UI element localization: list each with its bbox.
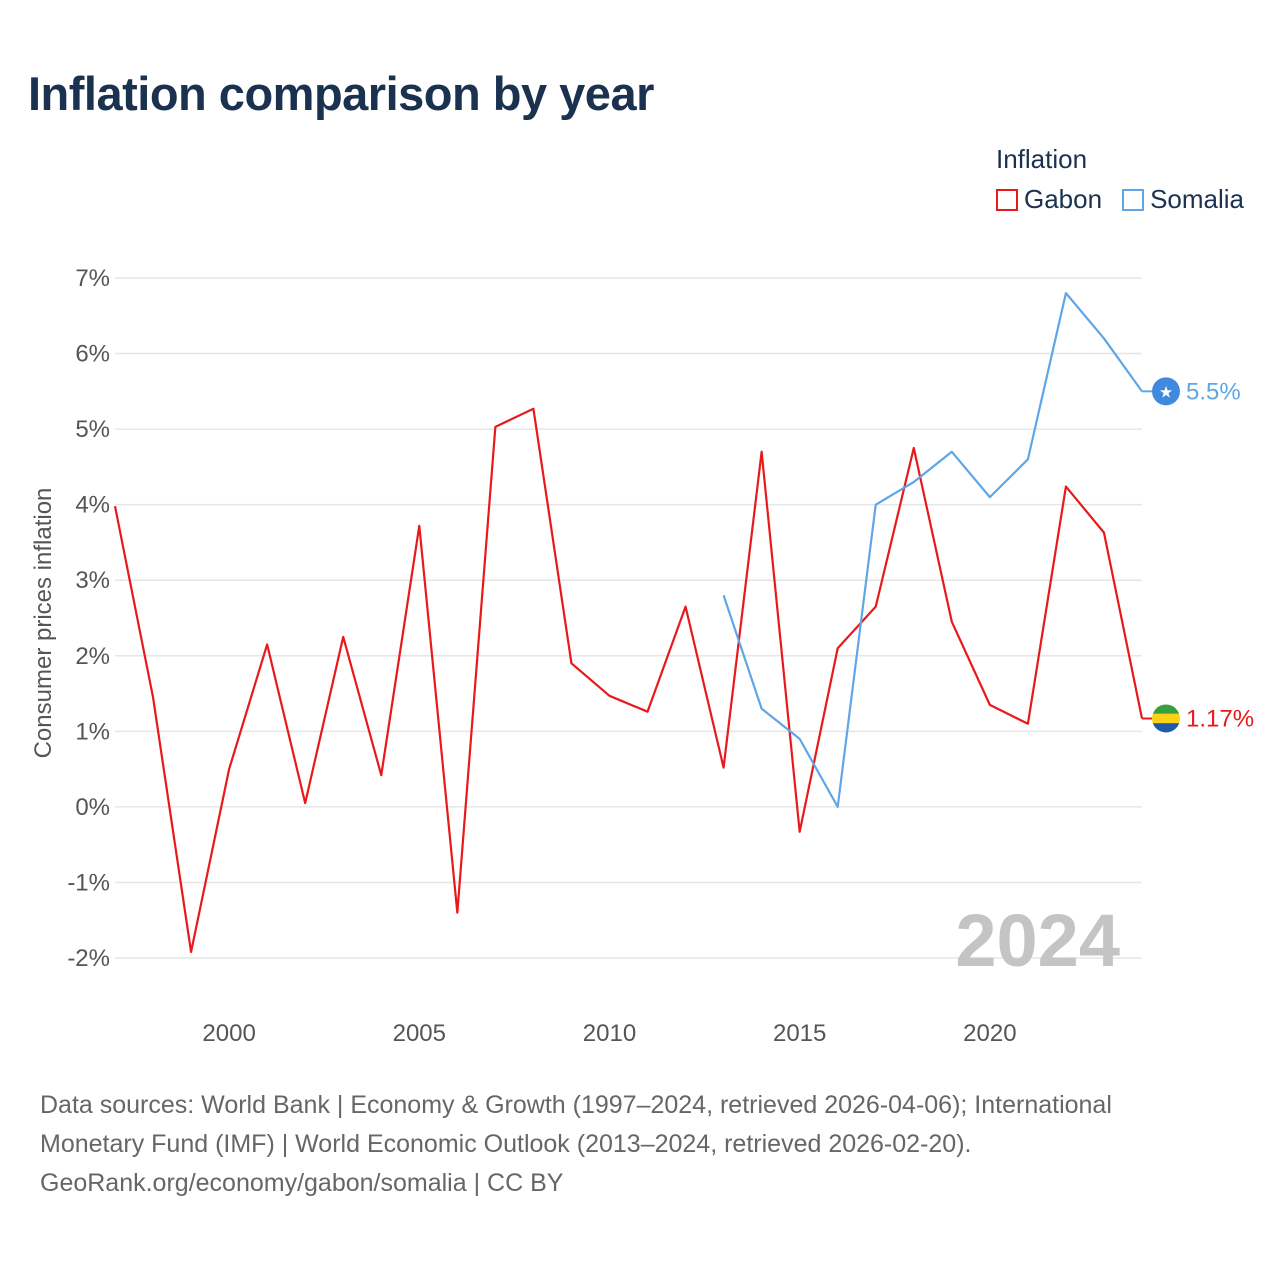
data-point-gabon[interactable] [378, 772, 384, 778]
data-point-gabon[interactable] [873, 604, 879, 610]
data-point-somalia[interactable] [759, 706, 765, 712]
chart-title: Inflation comparison by year [28, 67, 654, 120]
data-point-somalia[interactable] [797, 736, 803, 742]
legend-item-gabon[interactable]: Gabon [996, 184, 1102, 215]
y-tick-label: 5% [75, 416, 110, 443]
data-point-somalia[interactable] [1101, 335, 1107, 341]
legend-swatch-gabon [996, 188, 1018, 211]
y-tick-label: 1% [75, 718, 110, 745]
legend-label-gabon: Gabon [1024, 184, 1103, 214]
gabon-flag-icon [1152, 704, 1180, 733]
data-point-gabon[interactable] [835, 645, 841, 651]
data-point-gabon[interactable] [568, 660, 574, 666]
source-line-2: Monetary Fund (IMF) | World Economic Out… [40, 1130, 972, 1158]
data-point-gabon[interactable] [530, 406, 536, 412]
legend-item-somalia[interactable]: Somalia [1122, 184, 1244, 215]
data-point-somalia[interactable] [873, 502, 879, 508]
data-point-gabon[interactable] [188, 949, 194, 955]
data-point-somalia[interactable] [835, 804, 841, 810]
series-line-somalia[interactable] [722, 292, 1143, 808]
y-tick-label: 6% [75, 341, 110, 368]
data-point-gabon[interactable] [949, 619, 955, 625]
data-point-gabon[interactable] [226, 766, 232, 772]
source-line-1: Data sources: World Bank | Economy & Gro… [40, 1091, 1112, 1119]
data-point-gabon[interactable] [987, 702, 993, 708]
data-point-gabon[interactable] [302, 800, 308, 806]
data-point-gabon[interactable] [1025, 721, 1031, 727]
data-point-gabon[interactable] [683, 604, 689, 610]
data-point-gabon[interactable] [492, 424, 498, 430]
x-tick-label: 2010 [583, 1020, 636, 1047]
data-point-somalia[interactable] [987, 494, 993, 500]
data-point-gabon[interactable] [264, 641, 270, 647]
end-label-gabon: 1.17% [1186, 705, 1254, 732]
y-tick-label: 4% [75, 492, 110, 519]
data-point-gabon[interactable] [721, 765, 727, 771]
data-point-gabon[interactable] [797, 829, 803, 835]
data-point-gabon[interactable] [1101, 530, 1107, 536]
x-tick-label: 2000 [202, 1020, 255, 1047]
y-tick-label: -1% [67, 869, 110, 896]
legend-title: Inflation [996, 144, 1088, 174]
legend: Gabon Somalia [996, 184, 1264, 215]
source-line-3[interactable]: GeoRank.org/economy/gabon/somalia | CC B… [40, 1169, 564, 1197]
svg-text:★: ★ [1159, 382, 1173, 401]
x-tick-label: 2015 [773, 1020, 826, 1047]
x-tick-label: 2020 [963, 1020, 1016, 1047]
x-tick-label: 2005 [393, 1020, 446, 1047]
data-point-gabon[interactable] [340, 634, 346, 640]
y-tick-label: 0% [75, 794, 110, 821]
data-point-gabon[interactable] [416, 523, 422, 529]
y-tick-label: 2% [75, 643, 110, 670]
year-watermark: 2024 [955, 899, 1120, 982]
source-note: Data sources: World Bank | Economy & Gro… [40, 1086, 1240, 1203]
y-tick-label: -2% [67, 945, 110, 972]
data-point-gabon[interactable] [645, 709, 651, 715]
data-point-gabon[interactable] [150, 694, 156, 700]
data-point-somalia[interactable] [911, 479, 917, 485]
data-point-gabon[interactable] [112, 503, 118, 509]
y-tick-label: 7% [75, 265, 110, 292]
data-point-gabon[interactable] [911, 445, 917, 451]
somalia-flag-icon: ★ [1152, 377, 1180, 406]
legend-swatch-somalia [1122, 188, 1145, 211]
data-point-gabon[interactable] [1063, 484, 1069, 490]
data-point-gabon[interactable] [759, 449, 765, 455]
data-point-somalia[interactable] [1063, 290, 1069, 296]
data-point-gabon[interactable] [606, 693, 612, 699]
data-point-somalia[interactable] [721, 592, 727, 598]
data-point-gabon[interactable] [454, 910, 460, 916]
legend-label-somalia: Somalia [1150, 184, 1245, 214]
series-line-gabon[interactable] [113, 407, 1144, 954]
end-label-somalia: 5.5% [1186, 378, 1241, 405]
data-point-somalia[interactable] [949, 449, 955, 455]
y-tick-label: 3% [75, 567, 110, 594]
data-point-somalia[interactable] [1025, 456, 1031, 462]
